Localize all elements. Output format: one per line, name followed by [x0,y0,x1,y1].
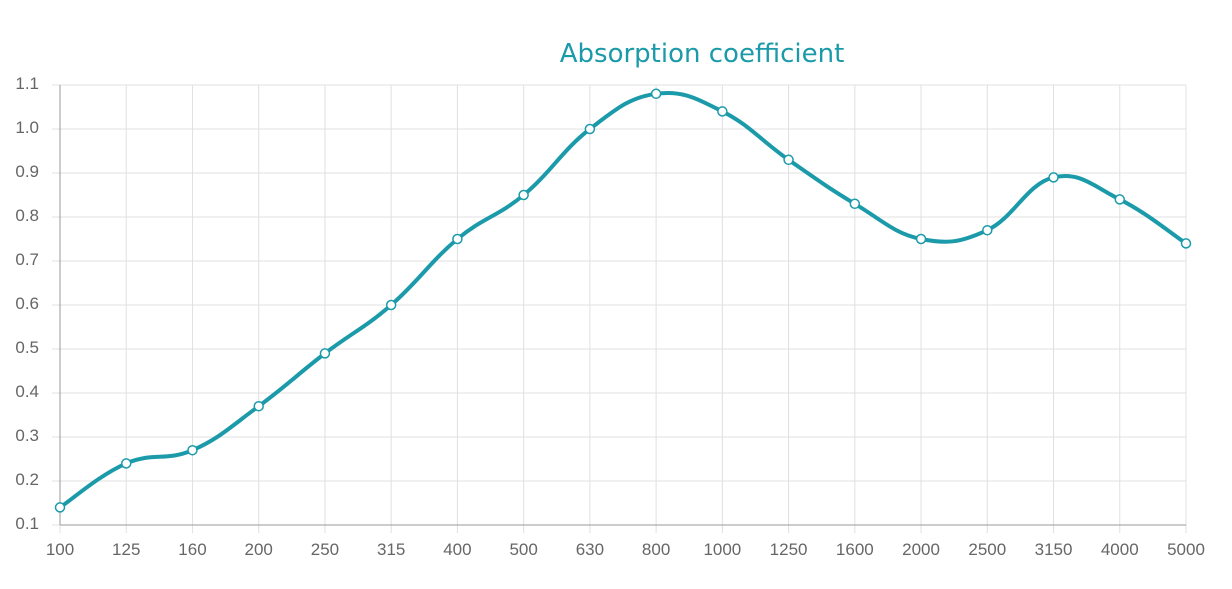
series-line [58,91,1188,510]
x-tick-label: 1250 [770,540,808,559]
x-tick-label: 315 [377,540,405,559]
y-tick-label: 0.9 [15,162,39,181]
x-tick-label: 5000 [1167,540,1205,559]
y-tick-label: 0.5 [15,338,39,357]
x-tick-label: 630 [576,540,604,559]
x-tick-label: 200 [245,540,273,559]
data-point-125[interactable] [120,458,132,469]
data-point-1250[interactable] [783,154,794,166]
data-point-3150[interactable] [1048,172,1059,183]
y-tick-label: 0.1 [15,514,39,533]
x-axis-tick-labels: 100 125 160 200 250 315 400 500 630 800 1000 1250 16… [46,540,1205,559]
y-tick-label: 0.2 [15,470,39,489]
data-point-315[interactable] [385,299,397,311]
series-lines [58,91,1188,510]
x-tick-label: 125 [112,540,140,559]
y-axis-tick-labels: 0.1 0.2 0.3 0.4 0.5 0.6 0.7 0.8 0.9 1.0 1.1 [15,74,39,533]
data-point-200[interactable] [253,400,264,412]
x-tick-label: 4000 [1101,540,1139,559]
y-tick-label: 0.3 [15,426,39,445]
data-point-100[interactable] [54,502,66,513]
data-point-250[interactable] [319,348,331,359]
x-tick-label: 250 [311,540,339,559]
data-point-1600[interactable] [849,198,861,210]
data-point-2500[interactable] [982,224,993,236]
x-tick-label: 800 [642,540,670,559]
x-tick-label: 100 [46,540,74,559]
data-point-5000[interactable] [1180,238,1192,249]
y-tick-label: 1.1 [15,74,39,93]
chart-title: Absorption coefficient [560,39,845,69]
x-tick-label: 1000 [703,540,741,559]
x-tick-label: 2500 [968,540,1006,559]
x-tick-label: 160 [178,540,206,559]
data-point-4000[interactable] [1114,194,1126,205]
x-tick-label: 2000 [902,540,940,559]
x-tick-label: 400 [443,540,471,559]
x-tick-label: 500 [509,540,537,559]
y-tick-label: 0.4 [15,382,39,401]
data-point-160[interactable] [187,444,198,456]
data-point-800[interactable] [650,88,662,100]
data-points [54,88,1192,513]
grid-lines [52,84,1187,533]
axes [59,85,1186,526]
y-tick-label: 0.7 [15,250,39,269]
data-point-2000[interactable] [915,233,927,245]
data-point-400[interactable] [452,233,463,245]
y-tick-label: 0.8 [15,206,39,225]
y-tick-label: 0.6 [15,294,39,313]
data-point-1000[interactable] [717,106,728,117]
x-tick-label: 3150 [1035,540,1073,559]
x-tick-label: 1600 [836,540,874,559]
data-point-630[interactable] [584,123,596,135]
data-point-500[interactable] [518,189,529,201]
y-tick-label: 1.0 [15,118,39,137]
